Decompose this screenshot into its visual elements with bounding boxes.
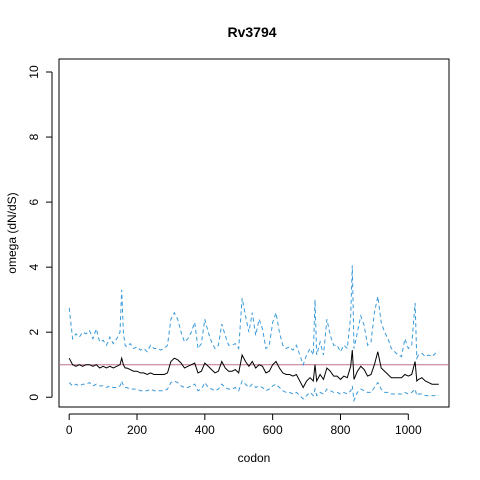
- x-axis: 0 200 400 600 800 1000: [66, 413, 422, 437]
- series-line-lower: [68, 379, 439, 403]
- x-axis-title: codon: [238, 451, 271, 465]
- series-layer: [59, 265, 449, 403]
- series-line-upper: [68, 265, 440, 367]
- y-tick-label: 4: [27, 263, 41, 270]
- x-tick-label: 400: [195, 423, 215, 437]
- x-tick-label: 600: [263, 423, 283, 437]
- x-tick-label: 1000: [395, 423, 422, 437]
- x-tick-label: 800: [330, 423, 350, 437]
- plot-frame: [58, 58, 450, 408]
- y-tick-label: 2: [27, 329, 41, 336]
- chart-title: Rv3794: [227, 24, 276, 40]
- y-tick-label: 0: [27, 394, 41, 401]
- x-tick-label: 0: [66, 423, 73, 437]
- x-tick-label: 200: [127, 423, 147, 437]
- y-axis: 0 2 4 6 8 10: [27, 65, 53, 401]
- series-line-mean: [68, 350, 439, 389]
- y-tick-label: 6: [27, 198, 41, 205]
- y-tick-label: 8: [27, 133, 41, 140]
- y-axis-title: omega (dN/dS): [5, 192, 19, 273]
- y-tick-label: 10: [27, 65, 41, 79]
